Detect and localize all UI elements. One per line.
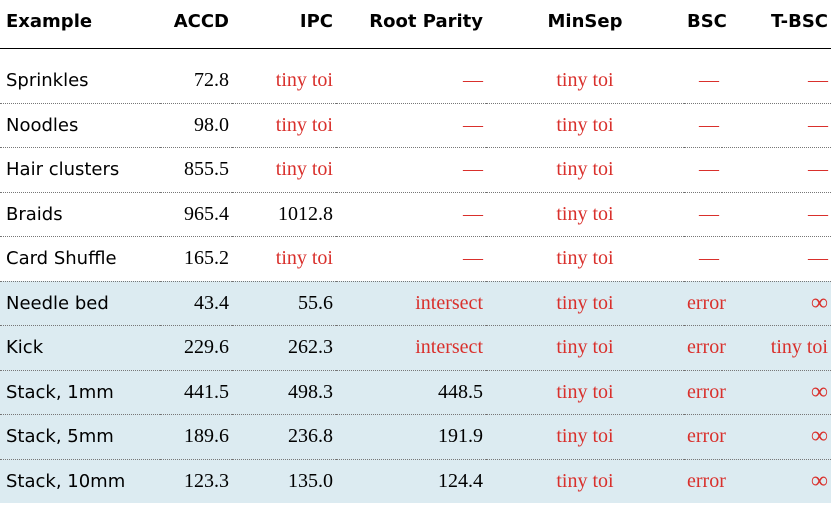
cell: — — [684, 103, 722, 148]
cell: 72.8 — [160, 59, 232, 104]
cell: 498.3 — [232, 370, 336, 415]
cell: — — [684, 59, 722, 104]
cell: tiny toi — [486, 192, 684, 237]
example-name: Needle bed — [0, 281, 160, 326]
table-body: Sprinkles 72.8 tiny toi — tiny toi — — Noodles 9… — [0, 49, 831, 503]
column-header: T-BSC — [722, 0, 831, 49]
spacer — [0, 49, 831, 60]
cell: 98.0 — [160, 103, 232, 148]
cell: 448.5 — [336, 370, 486, 415]
cell: error — [684, 325, 726, 371]
example-name: Kick — [0, 325, 160, 371]
example-name: Braids — [0, 192, 160, 237]
cell: ∞ — [722, 459, 831, 503]
example-name: Hair clusters — [0, 147, 160, 193]
cell: tiny toi — [486, 325, 684, 371]
example-name: Sprinkles — [0, 59, 160, 104]
table-row: Kick 229.6 262.3 intersect tiny toi error tiny… — [0, 325, 831, 371]
cell: — — [684, 147, 722, 193]
cell: error — [684, 459, 726, 503]
example-name: Noodles — [0, 103, 160, 148]
column-header: MinSep — [486, 0, 684, 49]
table-row: Card Shuffle 165.2 tiny toi — tiny toi — — — [0, 236, 831, 282]
cell: ∞ — [722, 281, 831, 326]
cell: 855.5 — [160, 147, 232, 193]
cell: tiny toi — [486, 281, 684, 326]
example-name: Stack, 1mm — [0, 370, 160, 415]
cell: — — [722, 103, 831, 148]
cell: tiny toi — [486, 370, 684, 415]
cell: ∞ — [722, 370, 831, 415]
table-row: Noodles 98.0 tiny toi — tiny toi — — — [0, 103, 831, 148]
cell: 123.3 — [160, 459, 232, 503]
cell: 441.5 — [160, 370, 232, 415]
column-header: BSC — [684, 0, 727, 49]
cell: — — [722, 236, 831, 282]
cell: intersect — [336, 325, 486, 371]
cell: tiny toi — [486, 147, 684, 193]
cell: — — [336, 236, 486, 282]
example-name: Stack, 5mm — [0, 414, 160, 460]
table-row: Stack, 5mm 189.6 236.8 191.9 tiny toi error ∞ — [0, 414, 831, 460]
table-row: Stack, 1mm 441.5 498.3 448.5 tiny toi error ∞ — [0, 370, 831, 415]
cell: 189.6 — [160, 414, 232, 460]
cell: 965.4 — [160, 192, 232, 237]
cell: 1012.8 — [232, 192, 336, 237]
cell: 229.6 — [160, 325, 232, 371]
cell: 135.0 — [232, 459, 336, 503]
cell: tiny toi — [486, 414, 684, 460]
column-header: IPC — [232, 0, 336, 49]
cell: — — [336, 59, 486, 104]
cell: error — [684, 370, 726, 415]
cell: tiny toi — [486, 103, 684, 148]
cell: — — [722, 147, 831, 193]
cell: ∞ — [722, 414, 831, 460]
example-name: Stack, 10mm — [0, 459, 160, 503]
cell: — — [722, 59, 831, 104]
cell: tiny toi — [722, 325, 831, 371]
cell: 191.9 — [336, 414, 486, 460]
cell: tiny toi — [486, 59, 684, 104]
cell: 43.4 — [160, 281, 232, 326]
cell: — — [336, 192, 486, 237]
table-row: Braids 965.4 1012.8— tiny toi — — — [0, 192, 831, 237]
cell: error — [684, 414, 726, 460]
column-header: Example — [0, 0, 160, 49]
cell: 236.8 — [232, 414, 336, 460]
header-row: Example ACCD IPC Root Parity MinSep BSC T-BSC — [0, 0, 831, 49]
cell: 262.3 — [232, 325, 336, 371]
cell: tiny toi — [232, 236, 336, 282]
cell: — — [684, 192, 722, 237]
cell: 165.2 — [160, 236, 232, 282]
cell: tiny toi — [486, 236, 684, 282]
cell: intersect — [336, 281, 486, 326]
cell: 124.4 — [336, 459, 486, 503]
column-header: ACCD — [160, 0, 232, 49]
cell: — — [684, 236, 722, 282]
cell: tiny toi — [232, 103, 336, 148]
cell: — — [336, 147, 486, 193]
table-row: Hair clusters 855.5 tiny toi — tiny toi — — — [0, 147, 831, 193]
cell: 55.6 — [232, 281, 336, 326]
example-name: Card Shuffle — [0, 236, 160, 282]
column-header: Root Parity — [336, 0, 486, 49]
cell: tiny toi — [486, 459, 684, 503]
table-row: Needle bed 43.4 55.6 intersect tiny toi error… — [0, 281, 831, 326]
cell: — — [722, 192, 831, 237]
cell: — — [336, 103, 486, 148]
cell: error — [684, 281, 726, 326]
table-row: Stack, 10mm 123.3 135.0 124.4 tiny toi error ∞ — [0, 459, 831, 503]
cell: tiny toi — [232, 147, 336, 193]
table-row: Sprinkles 72.8 tiny toi — tiny toi — — — [0, 59, 831, 104]
cell: tiny toi — [232, 59, 336, 104]
